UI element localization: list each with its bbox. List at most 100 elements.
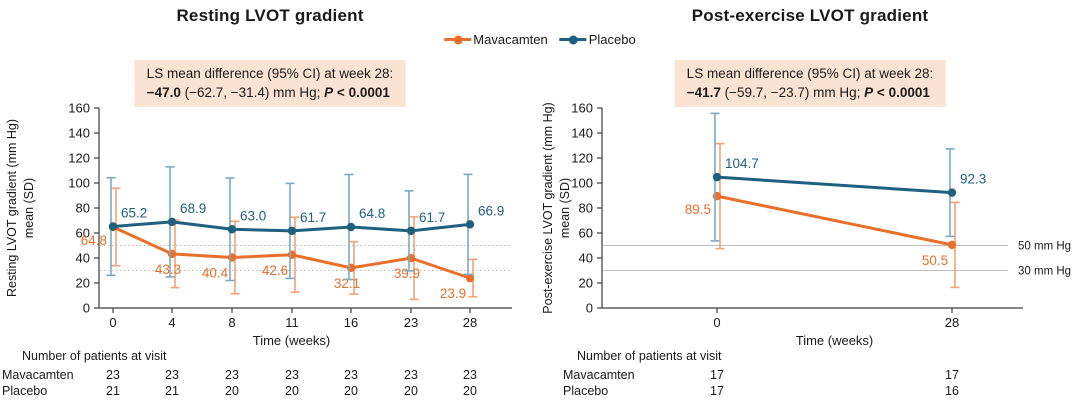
y-tick-label: 40 xyxy=(76,251,90,266)
tick-labels: 0 20 40 60 80 100 120 140 160 0 4 8 11 16 23 28 Time (we… xyxy=(68,101,477,349)
data-point-marker xyxy=(947,240,957,250)
annotation-p: P < 0.0001 xyxy=(324,85,390,100)
patient-count: 16 xyxy=(945,383,959,398)
y-tick-label: 120 xyxy=(571,151,593,166)
series-line xyxy=(716,175,953,195)
data-point-label: 23.9 xyxy=(440,286,466,301)
tick-labels: 0 20 40 60 80 100 120 140 160 0 28 Time (weeks) xyxy=(571,101,959,349)
data-point-label: 32.1 xyxy=(334,276,360,291)
annotation-p-value: < 0.0001 xyxy=(873,85,930,101)
chart-legend: Mavacamten Placebo xyxy=(444,32,636,47)
patients-row-placebo: Placebo 21 21 20 20 20 20 20 xyxy=(0,384,540,400)
annotation-diff-value: −41.7 xyxy=(686,85,721,101)
patients-at-visit-resting: Number of patients at visit Mavacamten 23… xyxy=(0,349,540,399)
data-point-marker xyxy=(346,222,356,232)
patient-count: 23 xyxy=(463,368,477,382)
x-tick-label: 0 xyxy=(713,315,720,330)
x-tick-label: 11 xyxy=(285,315,299,330)
patients-row-mavacamten: Mavacamten 17 17 xyxy=(540,368,1080,384)
data-point-label: 42.6 xyxy=(262,263,288,278)
patient-count: 23 xyxy=(404,368,418,382)
y-tick-label: 0 xyxy=(83,301,90,316)
resting-lvot-chart: 0 20 40 60 80 100 120 140 160 0 4 8 11 16 23 28 Time (we… xyxy=(5,101,512,349)
data-point-marker xyxy=(287,226,297,236)
patients-header: Number of patients at visit xyxy=(22,349,167,363)
y-axis-title: Resting LVOT gradient (mm Hg) mean (SD) xyxy=(5,119,36,297)
panel-title-postexercise: Post-exercise LVOT gradient xyxy=(691,6,929,25)
patient-count: 23 xyxy=(106,368,120,382)
patients-row-mavacamten: Mavacamten 23 23 23 23 23 23 23 xyxy=(0,368,540,384)
x-tick-label: 8 xyxy=(228,315,235,330)
postexercise-lvot-chart: 50 mm Hg 30 mm Hg 0 20 40 60 80 100 120 140 160 0 28… xyxy=(541,101,1071,349)
patient-count: 21 xyxy=(165,383,179,398)
patient-count: 20 xyxy=(404,383,418,398)
data-point-label: 61.7 xyxy=(300,210,326,225)
y-tick-label: 0 xyxy=(586,301,593,316)
data-point-marker xyxy=(712,191,722,201)
annotation-diff-value: −47.0 xyxy=(146,85,181,101)
series-line xyxy=(716,194,953,247)
patients-header: Number of patients at visit xyxy=(577,349,722,363)
ls-mean-difference-box-postexercise: LS mean difference (95% CI) at week 28: … xyxy=(674,60,946,108)
y-tick-label: 20 xyxy=(579,276,593,291)
series-placebo: 104.7 92.3 xyxy=(710,112,986,242)
annotation-ci: (−59.7, −23.7) mm Hg; xyxy=(720,85,865,101)
data-point-marker xyxy=(167,249,177,259)
legend-line-marker xyxy=(444,35,472,44)
reference-line-label-50mmhg: 50 mm Hg xyxy=(1018,241,1071,253)
annotation-line2: −41.7 (−59.7, −23.7) mm Hg; P < 0.0001 xyxy=(687,83,934,102)
y-axis-title-line: Resting LVOT gradient (mm Hg) xyxy=(5,119,19,297)
patient-count: 17 xyxy=(945,368,959,382)
patient-count: 20 xyxy=(463,383,477,398)
y-tick-label: 120 xyxy=(68,151,90,166)
annotation-line1: LS mean difference (95% CI) at week 28: xyxy=(686,66,934,81)
annotation-p-label: P xyxy=(324,85,334,101)
data-point-label: 63.0 xyxy=(240,208,266,223)
y-axis-title-line: Post-exercise LVOT gradient (mm Hg) xyxy=(541,102,555,313)
patient-count: 17 xyxy=(710,383,724,398)
patient-count: 23 xyxy=(225,368,239,382)
data-point-label: 64.8 xyxy=(81,233,107,248)
y-axis-title-line: mean (SD) xyxy=(558,178,572,238)
data-point-marker xyxy=(108,222,118,231)
data-point-marker xyxy=(346,263,356,273)
panel-resting-lvot: Resting LVOT gradient LS mean difference… xyxy=(0,6,540,399)
legend-item-placebo: Placebo xyxy=(559,32,636,47)
error-bars xyxy=(111,187,478,301)
axes xyxy=(597,107,1023,313)
patient-count: 21 xyxy=(106,383,120,398)
y-tick-label: 160 xyxy=(571,101,593,116)
data-point-marker xyxy=(712,172,722,182)
patients-row-label: Placebo xyxy=(2,383,48,398)
panel-title-resting: Resting LVOT gradient xyxy=(176,6,364,25)
axes xyxy=(94,107,512,313)
x-tick-label: 23 xyxy=(404,315,418,330)
data-point-marker xyxy=(406,253,416,263)
annotation-ci: (−62.7, −31.4) mm Hg; xyxy=(180,85,325,101)
patients-at-visit-postexercise: Number of patients at visit Mavacamten 17… xyxy=(540,349,1080,399)
legend-dot-marker xyxy=(568,35,578,44)
patients-row-placebo: Placebo 17 16 xyxy=(540,384,1080,400)
y-tick-label: 20 xyxy=(76,276,90,291)
annotation-p-value: < 0.0001 xyxy=(333,85,390,101)
patient-count: 20 xyxy=(285,383,299,398)
data-point-label: 50.5 xyxy=(922,253,948,268)
annotation-p: P < 0.0001 xyxy=(864,85,930,100)
y-tick-label: 80 xyxy=(76,201,90,216)
reference-line-label-30mmhg: 30 mm Hg xyxy=(1018,266,1071,278)
legend-line-marker xyxy=(559,35,587,44)
y-tick-label: 80 xyxy=(579,201,593,216)
error-bars xyxy=(710,112,955,242)
patient-count: 20 xyxy=(225,383,239,398)
data-point-label: 68.9 xyxy=(180,201,206,216)
y-axis-title-line: mean (SD) xyxy=(22,178,36,238)
panel-postexercise-lvot: Post-exercise LVOT gradient LS mean diff… xyxy=(540,0,1080,418)
annotation-line1: LS mean difference (95% CI) at week 28: xyxy=(146,66,394,81)
x-tick-label: 0 xyxy=(109,315,116,330)
y-tick-label: 140 xyxy=(68,126,90,141)
data-point-label: 66.9 xyxy=(478,203,504,218)
y-tick-label: 160 xyxy=(68,101,90,116)
data-point-marker xyxy=(227,225,237,234)
data-point-label: 92.3 xyxy=(960,172,986,187)
annotation-p-label: P xyxy=(864,85,874,101)
